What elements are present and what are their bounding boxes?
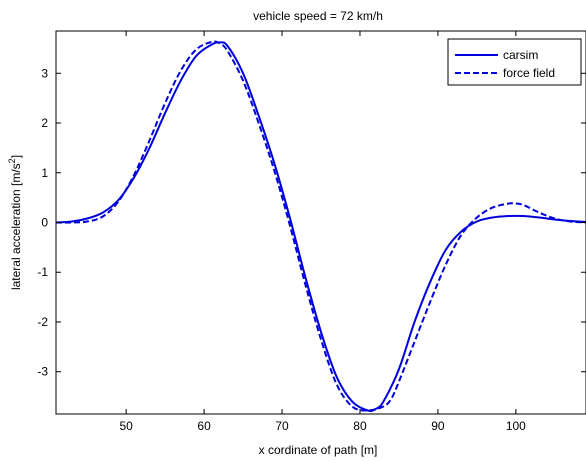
x-tick-label: 100 bbox=[506, 419, 526, 433]
plot-area: 50 60 70 80 90 100 -3 -2 -1 0 1 2 3 bbox=[37, 30, 586, 433]
y-tick-label: 1 bbox=[41, 166, 48, 180]
ticks-layer: 50 60 70 80 90 100 -3 -2 -1 0 1 2 3 bbox=[37, 31, 586, 433]
series-layer bbox=[55, 40, 586, 413]
y-tick-label: 2 bbox=[41, 116, 48, 130]
y-tick-label: -1 bbox=[37, 265, 48, 279]
y-tick-label: -2 bbox=[37, 315, 48, 329]
y-tick-label: 0 bbox=[41, 216, 48, 230]
chart-title: vehicle speed = 72 km/h bbox=[253, 9, 383, 23]
x-tick-label: 80 bbox=[353, 419, 367, 433]
legend-carsim-label: carsim bbox=[503, 48, 538, 62]
y-axis-label-main: lateral acceleration [m/s bbox=[9, 163, 23, 290]
x-tick-label: 50 bbox=[119, 419, 133, 433]
series-line-carsim bbox=[55, 41, 586, 413]
x-tick-label: 60 bbox=[197, 419, 211, 433]
legend-force-field-label: force field bbox=[503, 66, 555, 80]
x-tick-label: 90 bbox=[431, 419, 445, 433]
y-axis-label: lateral acceleration [m/s2] bbox=[7, 155, 23, 290]
y-axis-label-suffix: ] bbox=[9, 155, 23, 158]
x-tick-label: 70 bbox=[275, 419, 289, 433]
y-tick-label: -3 bbox=[37, 365, 48, 379]
legend: carsim force field bbox=[447, 38, 582, 86]
y-tick-label: 3 bbox=[41, 66, 48, 80]
x-axis-label: x cordinate of path [m] bbox=[259, 443, 378, 457]
y-axis-label-superscript: 2 bbox=[7, 158, 17, 163]
series-line-force-field bbox=[55, 40, 586, 412]
legend-box bbox=[447, 38, 582, 86]
